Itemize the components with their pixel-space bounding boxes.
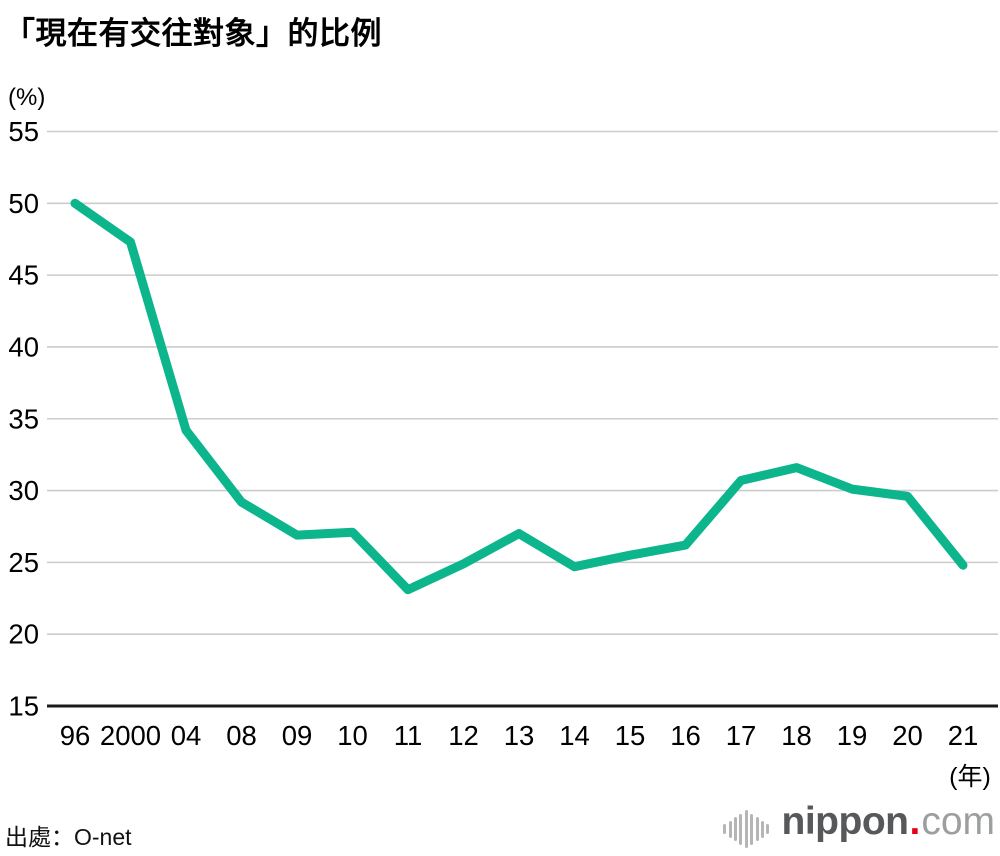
soundwave-bars-icon xyxy=(722,810,770,848)
x-tick-label-18: 18 xyxy=(781,720,812,751)
x-tick-label-08: 08 xyxy=(226,720,257,751)
x-tick-label-11: 11 xyxy=(394,720,423,751)
y-tick-label-15: 15 xyxy=(8,691,39,722)
chart-title: 「現在有交往對象」的比例 xyxy=(4,16,382,51)
x-tick-label-20: 20 xyxy=(892,720,923,751)
y-tick-label-25: 25 xyxy=(8,547,39,578)
x-tick-label-15: 15 xyxy=(615,720,646,751)
x-tick-label-04: 04 xyxy=(171,720,202,751)
x-tick-label-96: 96 xyxy=(60,720,91,751)
y-tick-label-35: 35 xyxy=(8,403,39,434)
logo-brand-text: nippon xyxy=(781,800,909,843)
line-chart: 15 20 25 30 35 40 45 50 55 96 2000 04 08 09 10 11 12 13 14… xyxy=(8,116,998,791)
x-axis-unit-label: (年) xyxy=(949,763,991,791)
nippon-logo: nippon. com xyxy=(722,800,995,848)
x-tick-label-2000: 2000 xyxy=(100,720,161,751)
y-axis-unit-label: (%) xyxy=(8,84,46,111)
y-tick-label-40: 40 xyxy=(8,331,39,362)
x-tick-label-13: 13 xyxy=(504,720,535,751)
x-tick-label-09: 09 xyxy=(282,720,313,751)
logo-dot: . xyxy=(909,800,921,843)
y-tick-label-30: 30 xyxy=(8,475,39,506)
x-tick-label-17: 17 xyxy=(726,720,757,751)
y-tick-label-45: 45 xyxy=(8,260,39,291)
x-tick-label-19: 19 xyxy=(837,720,868,751)
x-tick-label-14: 14 xyxy=(559,720,590,751)
source-label: 出處：O-net xyxy=(5,824,132,850)
logo-tld-text: com xyxy=(921,800,995,843)
x-tick-label-12: 12 xyxy=(448,720,479,751)
data-line-series xyxy=(70,198,968,595)
x-tick-label-10: 10 xyxy=(337,720,368,751)
x-tick-label-16: 16 xyxy=(670,720,701,751)
x-tick-label-21: 21 xyxy=(948,720,979,751)
y-tick-label-20: 20 xyxy=(8,619,39,650)
y-tick-label-50: 50 xyxy=(8,188,39,219)
y-tick-label-55: 55 xyxy=(8,116,39,147)
